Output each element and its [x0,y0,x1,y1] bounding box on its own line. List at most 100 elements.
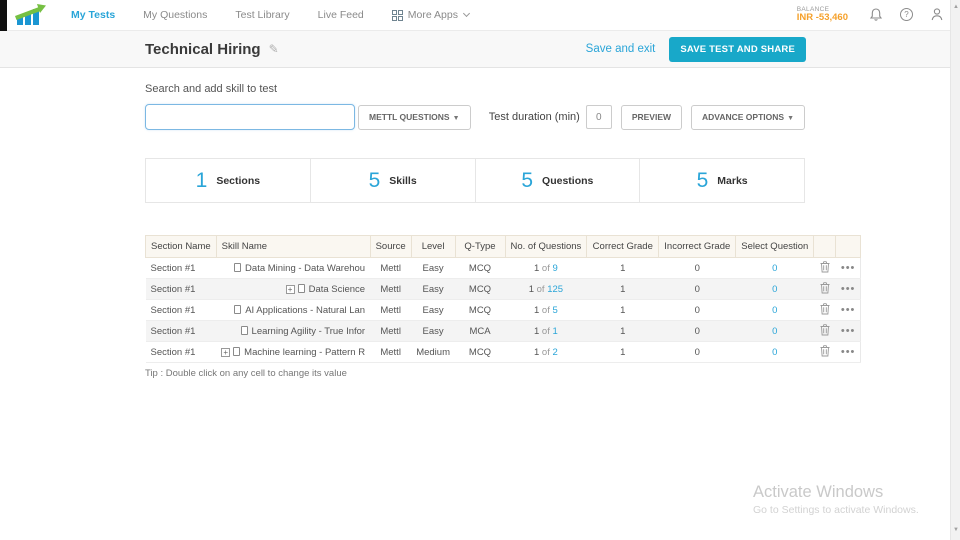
balance: BALANCE INR -53,460 [797,6,848,24]
incorrect-grade-cell[interactable]: 0 [659,342,736,363]
save-and-exit-link[interactable]: Save and exit [586,43,656,55]
qtype-cell[interactable]: MCQ [455,342,505,363]
skills-label: Skills [389,175,416,187]
mettl-questions-label: METTL QUESTIONS [369,112,450,122]
qtype-cell[interactable]: MCA [455,321,505,342]
nav-test-library[interactable]: Test Library [235,9,289,21]
scroll-down-icon[interactable]: ▼ [951,523,960,537]
level-cell[interactable]: Easy [411,321,455,342]
preview-button[interactable]: PREVIEW [621,105,682,130]
trash-icon[interactable] [820,303,830,318]
source-cell[interactable]: Mettl [370,342,411,363]
source-cell[interactable]: Mettl [370,279,411,300]
no-of-questions-cell[interactable]: 1 of 125 [505,279,587,300]
skill-search-input[interactable] [145,104,355,130]
questions-total[interactable]: 9 [552,263,557,274]
skill-name-cell[interactable]: +Machine learning - Pattern R [216,342,370,363]
marks-label: Marks [717,175,747,187]
of-label: of [542,326,550,337]
mettl-questions-dropdown[interactable]: METTL QUESTIONS▼ [358,105,471,130]
trash-icon[interactable] [820,282,830,297]
questions-card: 5 Questions [475,159,640,202]
scroll-up-icon[interactable]: ▲ [951,0,960,14]
chevron-down-icon [463,10,470,17]
select-question-cell[interactable]: 0 [736,300,814,321]
watermark-line1: Activate Windows [753,483,919,502]
scrollbar[interactable]: ▲ ▼ [950,0,960,540]
questions-total[interactable]: 1 [552,326,557,337]
section-name-cell[interactable]: Section #1 [146,342,217,363]
incorrect-grade-cell[interactable]: 0 [659,321,736,342]
more-options-icon[interactable]: ••• [841,283,856,295]
level-cell[interactable]: Easy [411,300,455,321]
select-question-cell[interactable]: 0 [736,321,814,342]
skill-name-cell[interactable]: + Data Science [216,279,370,300]
more-options-icon[interactable]: ••• [841,346,856,358]
incorrect-grade-cell[interactable]: 0 [659,300,736,321]
trash-icon[interactable] [820,345,830,360]
advance-options-label: ADVANCE OPTIONS [702,112,784,122]
skill-name-cell[interactable]: +Data Mining - Data Warehou [216,258,370,279]
nav-my-questions[interactable]: My Questions [143,9,207,21]
level-cell[interactable]: Easy [411,258,455,279]
mettl-logo-icon[interactable] [15,4,49,26]
more-options-icon[interactable]: ••• [841,262,856,274]
source-cell[interactable]: Mettl [370,258,411,279]
sections-card: 1 Sections [146,159,310,202]
section-name-cell[interactable]: Section #1 [146,279,217,300]
qtype-cell[interactable]: MCQ [455,279,505,300]
section-name-cell[interactable]: Section #1 [146,300,217,321]
help-icon[interactable]: ? [900,8,913,21]
expand-icon[interactable]: + [221,348,230,357]
col-delete [814,236,836,258]
test-duration-input[interactable] [586,105,612,129]
no-of-questions-cell[interactable]: 1 of 1 [505,321,587,342]
no-of-questions-cell[interactable]: 1 of 9 [505,258,587,279]
questions-total[interactable]: 5 [552,305,557,316]
skills-table-container: Section Name Skill Name Source Level Q-T… [145,235,861,363]
advance-options-dropdown[interactable]: ADVANCE OPTIONS▼ [691,105,805,130]
select-question-cell[interactable]: 0 [736,342,814,363]
more-options-icon[interactable]: ••• [841,325,856,337]
source-cell[interactable]: Mettl [370,321,411,342]
expand-icon[interactable]: + [286,285,295,294]
incorrect-grade-cell[interactable]: 0 [659,258,736,279]
edit-title-pencil-icon[interactable]: ✎ [269,42,279,56]
section-name-cell[interactable]: Section #1 [146,321,217,342]
skill-name-cell[interactable]: +AI Applications - Natural Lan [216,300,370,321]
trash-icon[interactable] [820,324,830,339]
skill-name-label: Data Mining - Data Warehou [245,263,365,274]
qtype-cell[interactable]: MCQ [455,258,505,279]
nav-my-tests[interactable]: My Tests [71,9,115,21]
no-of-questions-cell[interactable]: 1 of 2 [505,342,587,363]
skill-name-label: Data Science [309,284,366,295]
correct-grade-cell[interactable]: 1 [587,321,659,342]
select-question-cell[interactable]: 0 [736,258,814,279]
source-cell[interactable]: Mettl [370,300,411,321]
profile-icon[interactable] [930,7,944,22]
of-label: of [542,263,550,274]
correct-grade-cell[interactable]: 1 [587,300,659,321]
correct-grade-cell[interactable]: 1 [587,279,659,300]
questions-selected: 1 [534,326,539,337]
nav-more-apps[interactable]: More Apps [392,9,469,21]
skill-name-cell[interactable]: +Learning Agility - True Infor [216,321,370,342]
questions-total[interactable]: 125 [547,284,563,295]
level-cell[interactable]: Easy [411,279,455,300]
qtype-cell[interactable]: MCQ [455,300,505,321]
correct-grade-cell[interactable]: 1 [587,258,659,279]
trash-icon[interactable] [820,261,830,276]
more-options-icon[interactable]: ••• [841,304,856,316]
search-skill-label: Search and add skill to test [145,83,277,95]
incorrect-grade-cell[interactable]: 0 [659,279,736,300]
select-question-cell[interactable]: 0 [736,279,814,300]
notifications-bell-icon[interactable] [869,7,883,22]
correct-grade-cell[interactable]: 1 [587,342,659,363]
level-cell[interactable]: Medium [411,342,455,363]
section-name-cell[interactable]: Section #1 [146,258,217,279]
nav-live-feed[interactable]: Live Feed [318,9,364,21]
questions-total[interactable]: 2 [552,347,557,358]
col-actions [836,236,861,258]
save-test-and-share-button[interactable]: SAVE TEST AND SHARE [669,37,806,62]
no-of-questions-cell[interactable]: 1 of 5 [505,300,587,321]
